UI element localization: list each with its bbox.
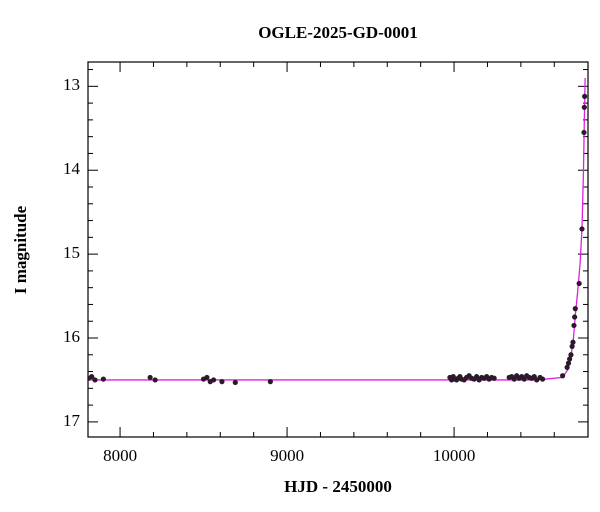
- chart-title: OGLE-2025-GD-0001: [258, 23, 418, 42]
- data-point: [267, 379, 273, 385]
- data-point: [568, 352, 574, 358]
- data-point: [572, 306, 578, 312]
- x-tick-label: 9000: [270, 446, 304, 465]
- data-point: [570, 339, 576, 345]
- data-point: [579, 226, 585, 232]
- x-tick-label: 8000: [103, 446, 137, 465]
- data-point: [576, 280, 582, 287]
- data-point: [572, 314, 578, 320]
- data-point: [567, 356, 573, 362]
- y-tick-label: 15: [63, 243, 80, 262]
- data-point: [219, 379, 225, 385]
- data-point: [571, 322, 577, 329]
- data-point: [152, 377, 158, 383]
- y-tick-label: 17: [63, 411, 81, 430]
- data-point: [100, 376, 106, 382]
- x-axis-label: HJD - 2450000: [284, 477, 392, 496]
- data-point: [582, 93, 588, 99]
- data-point: [565, 360, 572, 366]
- y-axis-label: I magnitude: [11, 205, 30, 294]
- y-tick-label: 14: [63, 159, 81, 178]
- data-point: [560, 373, 566, 379]
- data-point: [147, 374, 153, 381]
- data-point: [92, 377, 98, 383]
- data-point: [89, 373, 95, 380]
- y-tick-label: 13: [63, 75, 80, 94]
- plot-area: [88, 77, 588, 386]
- data-point: [569, 343, 575, 349]
- data-point: [491, 375, 497, 381]
- data-point: [539, 376, 546, 382]
- x-tick-label: 10000: [433, 446, 476, 465]
- model-curve: [88, 77, 586, 381]
- plot-frame: [87, 61, 589, 438]
- data-point: [204, 374, 210, 381]
- data-point: [564, 364, 570, 370]
- data-point: [210, 377, 217, 383]
- data-point: [581, 104, 587, 110]
- data-point: [581, 129, 587, 136]
- y-tick-label: 16: [63, 327, 80, 346]
- data-point: [232, 379, 238, 386]
